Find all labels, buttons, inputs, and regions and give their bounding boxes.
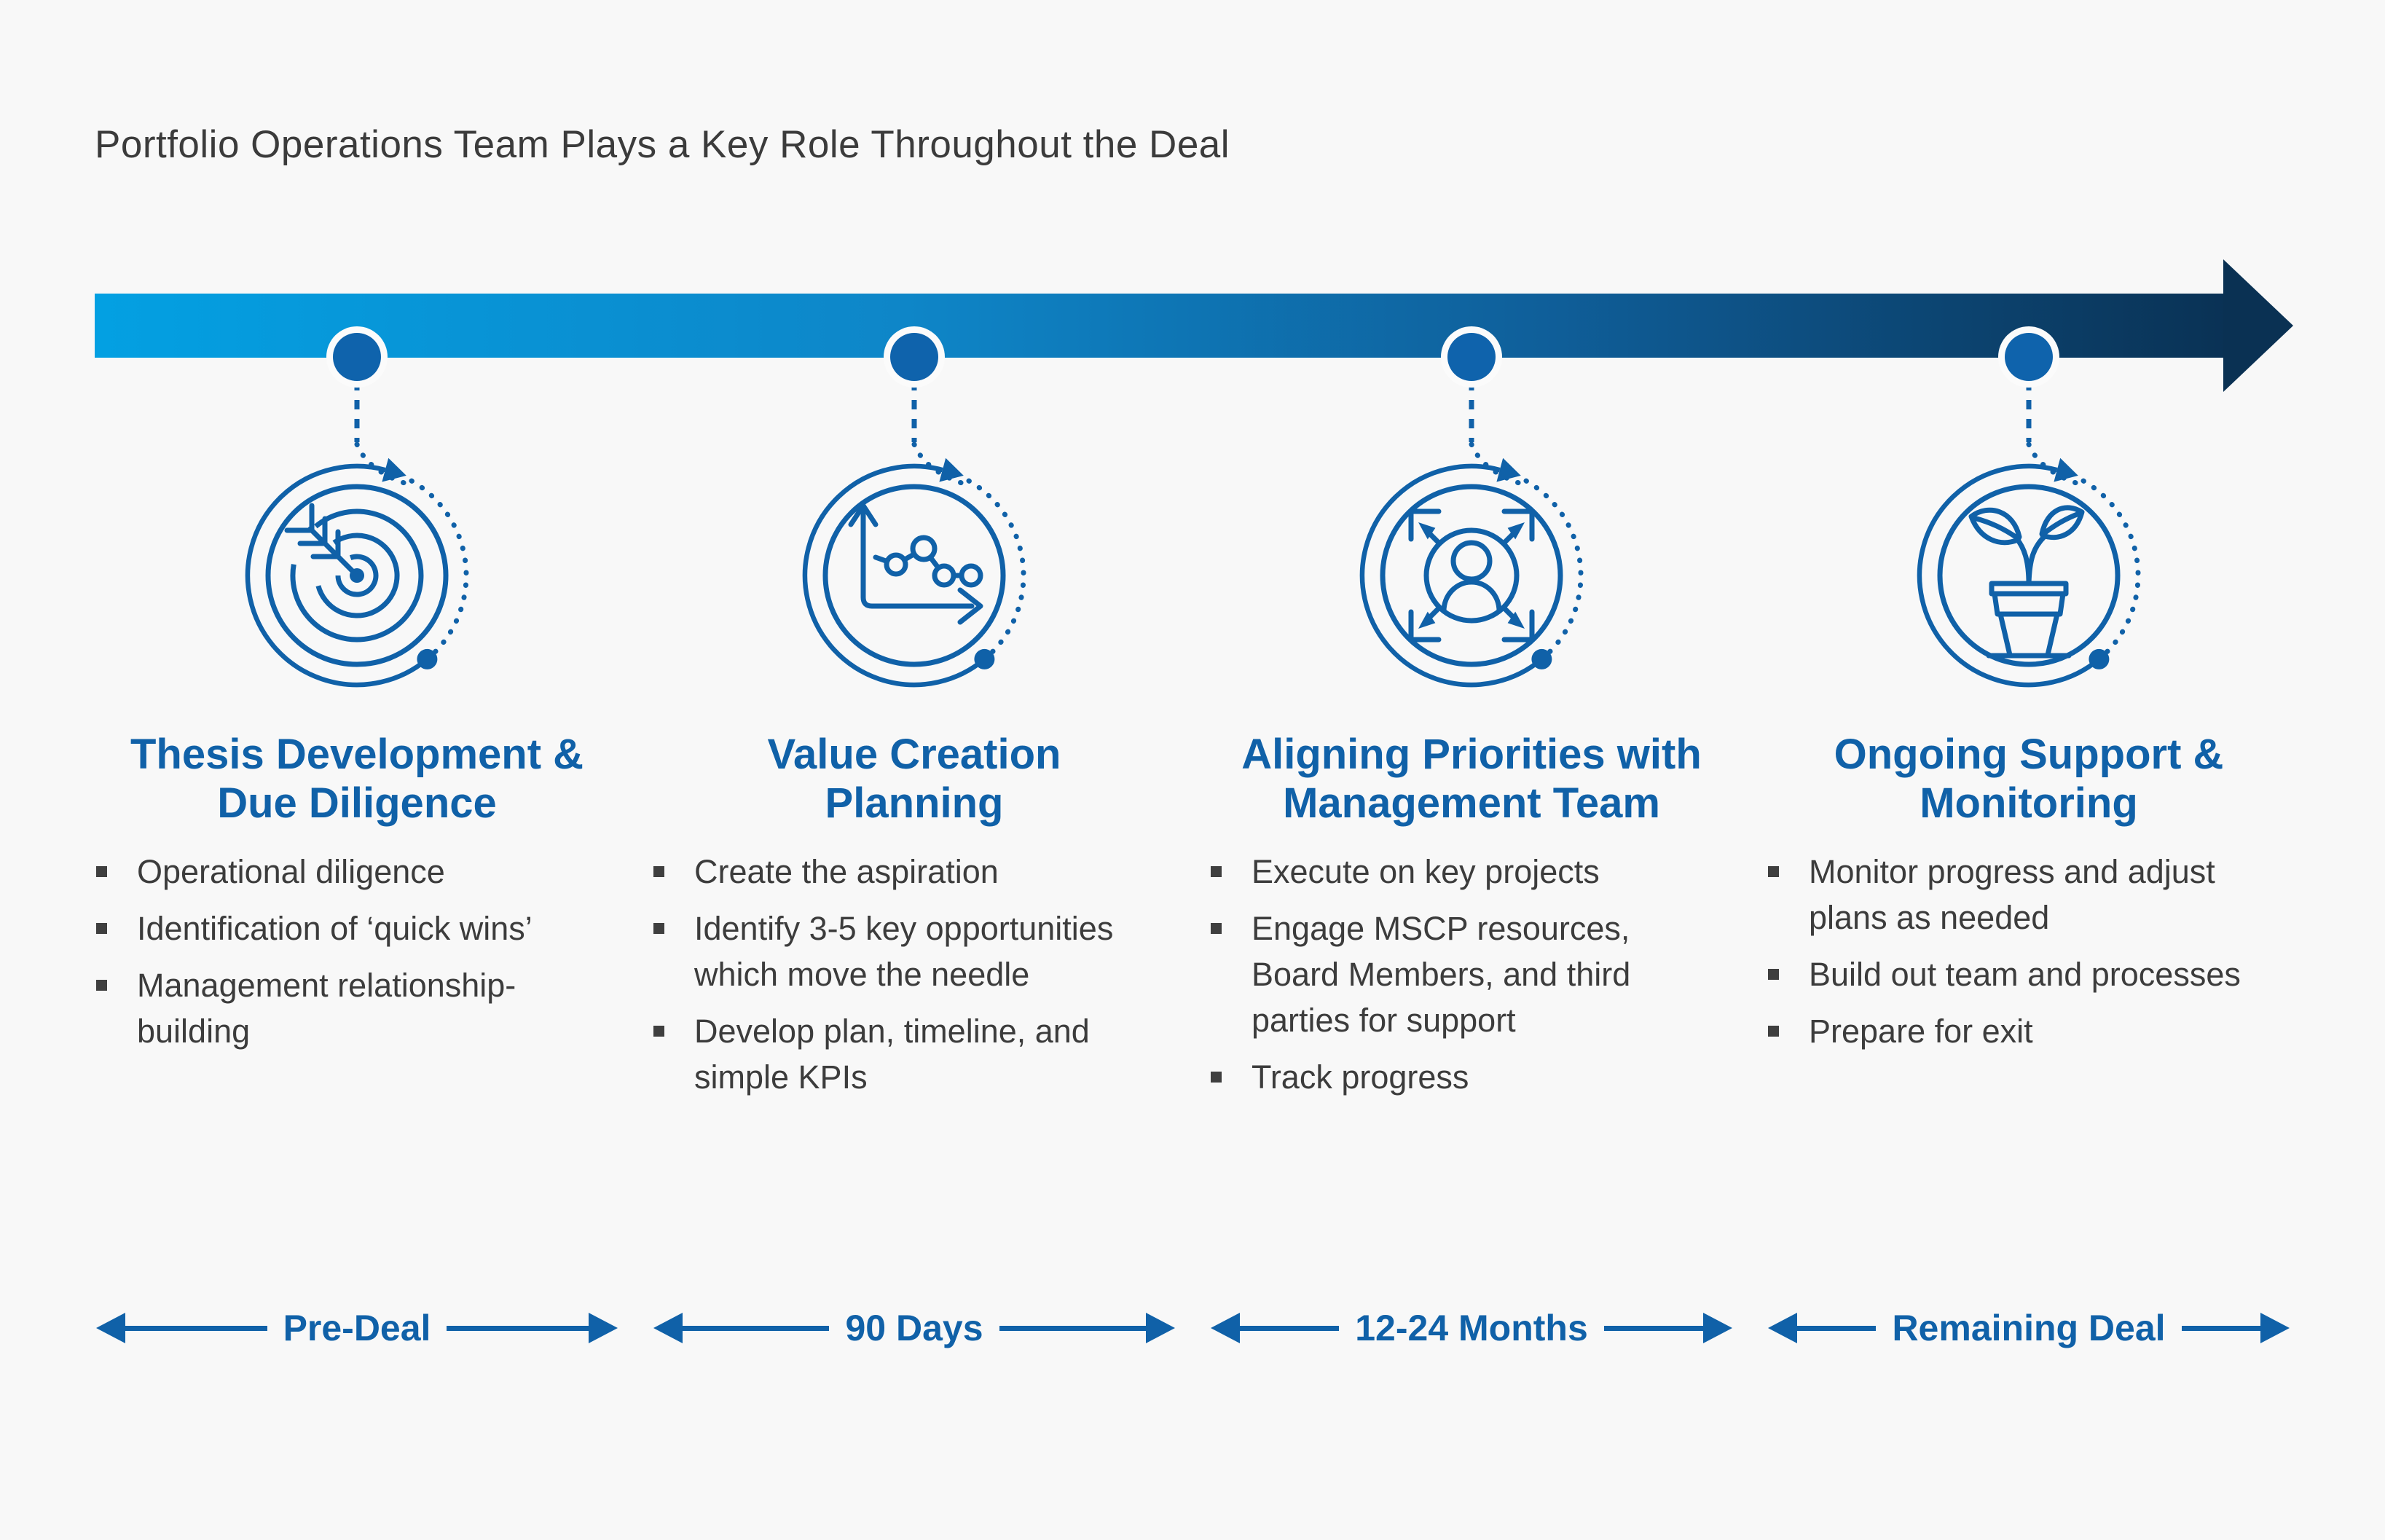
range-right-arrowhead-icon	[1146, 1313, 1176, 1343]
phase-heading-line1: Value Creation	[767, 731, 1061, 778]
phase-column-ongoing-support: Ongoing Support & Monitoring Monitor pro…	[1767, 0, 2291, 1540]
bullet-item: Identification of ‘quick wins’	[95, 905, 605, 951]
range-line	[447, 1325, 589, 1331]
timeline-arrowhead-icon	[2223, 259, 2293, 392]
timeline-node-dot	[890, 333, 938, 381]
range-line	[1797, 1325, 1877, 1331]
bullet-item: Operational diligence	[95, 849, 605, 895]
range-right-arrowhead-icon	[2260, 1313, 2290, 1343]
bullet-item: Execute on key projects	[1209, 849, 1719, 895]
target-arrow-icon	[245, 381, 469, 688]
range-left-arrowhead-icon	[1768, 1313, 1797, 1343]
bullet-item: Track progress	[1209, 1054, 1719, 1100]
phase-column-thesis-development: Thesis Development & Due Diligence Opera…	[95, 0, 619, 1540]
phase-heading: Thesis Development & Due Diligence	[80, 730, 634, 828]
range-left-arrowhead-icon	[96, 1313, 125, 1343]
range-line	[1603, 1325, 1704, 1331]
bullet-item: Prepare for exit	[1767, 1008, 2276, 1054]
bullet-item: Identify 3-5 key opportunities which mov…	[652, 905, 1162, 997]
duration-label: 90 Days	[845, 1308, 983, 1348]
phase-bullet-list: Execute on key projects Engage MSCP reso…	[1209, 849, 1719, 1111]
duration-range-arrow: Pre-Deal	[96, 1303, 618, 1354]
page-title: Portfolio Operations Team Plays a Key Ro…	[95, 123, 1230, 166]
duration-label: Remaining Deal	[1892, 1308, 2166, 1348]
phase-heading-line2: Due Diligence	[217, 779, 497, 828]
bullet-item: Monitor progress and adjust plans as nee…	[1767, 849, 2276, 940]
range-line	[999, 1325, 1147, 1331]
phase-column-aligning-priorities: Aligning Priorities with Management Team…	[1209, 0, 1734, 1540]
duration-range-arrow: 12-24 Months	[1211, 1303, 1733, 1354]
phase-bullet-list: Monitor progress and adjust plans as nee…	[1767, 849, 2276, 1065]
bullet-item: Create the aspiration	[652, 849, 1162, 895]
phase-bullet-list: Operational diligence Identification of …	[95, 849, 605, 1065]
timeline-node-dot	[2005, 333, 2053, 381]
phase-heading: Value Creation Planning	[637, 730, 1191, 828]
range-left-arrowhead-icon	[653, 1313, 683, 1343]
duration-range-arrow: Remaining Deal	[1768, 1303, 2290, 1354]
duration-range-arrow: 90 Days	[653, 1303, 1176, 1354]
phase-heading-line1: Thesis Development &	[130, 731, 584, 778]
range-right-arrowhead-icon	[589, 1313, 618, 1343]
phase-heading: Aligning Priorities with Management Team	[1195, 730, 1748, 828]
plant-growth-icon	[1917, 381, 2141, 688]
timeline-gradient-bar	[95, 294, 2224, 358]
phase-heading-line2: Management Team	[1283, 779, 1660, 828]
phase-heading-line2: Planning	[825, 779, 1004, 828]
bullet-item: Management relationship-building	[95, 962, 605, 1054]
phase-column-value-creation: Value Creation Planning Create the aspir…	[652, 0, 1176, 1540]
phase-heading-line2: Monitoring	[1920, 779, 2138, 828]
range-left-arrowhead-icon	[1211, 1313, 1240, 1343]
range-line	[683, 1325, 830, 1331]
timeline-node-dot	[333, 333, 381, 381]
bullet-item: Develop plan, timeline, and simple KPIs	[652, 1008, 1162, 1100]
range-line	[1240, 1325, 1340, 1331]
phase-bullet-list: Create the aspiration Identify 3-5 key o…	[652, 849, 1162, 1111]
line-chart-icon	[802, 381, 1026, 688]
bullet-item: Engage MSCP resources, Board Members, an…	[1209, 905, 1719, 1043]
duration-label: 12-24 Months	[1355, 1308, 1588, 1348]
person-expand-icon	[1359, 381, 1584, 688]
bullet-item: Build out team and processes	[1767, 951, 2276, 997]
phase-heading-line1: Ongoing Support &	[1834, 731, 2224, 778]
phase-heading-line1: Aligning Priorities with	[1241, 731, 1702, 778]
phase-heading: Ongoing Support & Monitoring	[1752, 730, 2306, 828]
range-right-arrowhead-icon	[1703, 1313, 1733, 1343]
timeline-node-dot	[1447, 333, 1496, 381]
range-line	[2181, 1325, 2261, 1331]
range-line	[125, 1325, 267, 1331]
duration-label: Pre-Deal	[283, 1308, 431, 1348]
